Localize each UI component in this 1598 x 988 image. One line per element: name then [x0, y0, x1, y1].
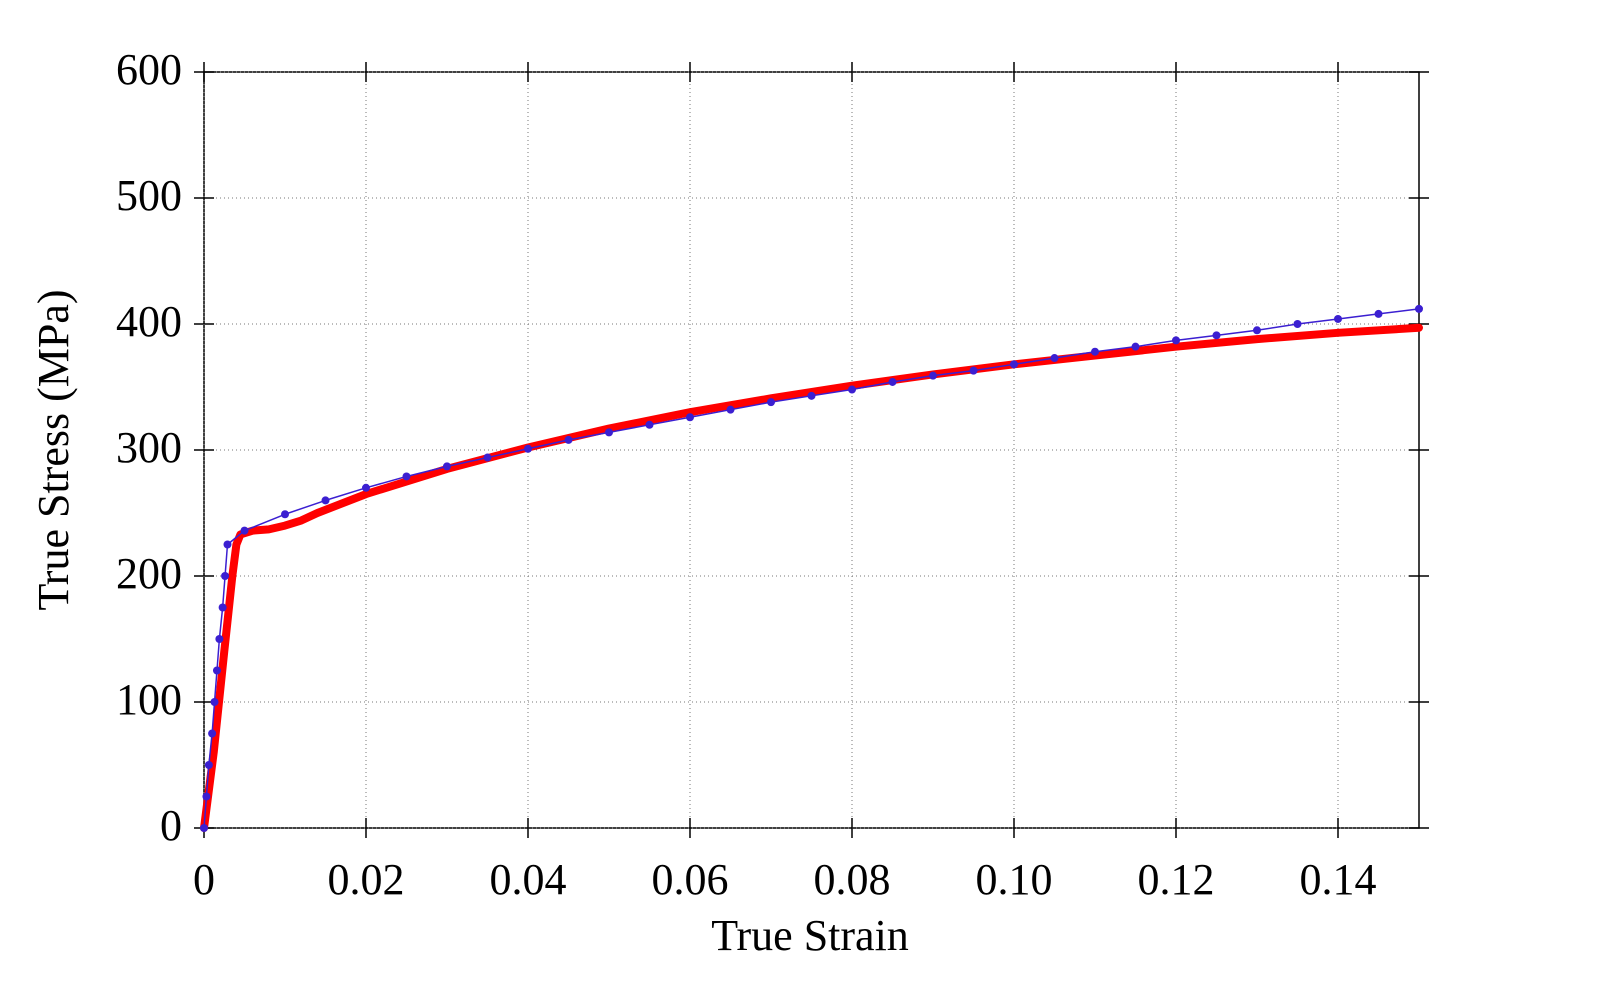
- point: [202, 792, 211, 801]
- point: [605, 428, 613, 437]
- x-tick-label: 0.04: [490, 855, 567, 904]
- series-line: [203, 308, 1420, 829]
- y-tick-label: 100: [116, 675, 182, 724]
- point: [240, 526, 249, 535]
- y-tick-label: 200: [116, 549, 182, 598]
- series-line: [200, 323, 1423, 832]
- point: [402, 472, 411, 481]
- point: [969, 366, 978, 375]
- point: [1293, 320, 1302, 328]
- x-tick-label: 0.08: [814, 855, 891, 904]
- point: [888, 377, 897, 386]
- y-tick-label: 600: [116, 45, 182, 94]
- y-tick-label: 300: [116, 423, 182, 472]
- point: [1253, 326, 1261, 335]
- point: [210, 698, 219, 706]
- y-axis-label: True Stress (MPa): [29, 289, 78, 610]
- x-tick-label: 0.02: [328, 855, 405, 904]
- point: [1415, 304, 1423, 313]
- point: [1334, 314, 1342, 323]
- point: [221, 572, 230, 580]
- point: [767, 398, 775, 407]
- point: [686, 413, 694, 422]
- point: [223, 540, 232, 549]
- point: [726, 405, 735, 414]
- x-tick-label: 0.10: [976, 855, 1053, 904]
- point: [443, 462, 451, 471]
- point: [212, 666, 221, 675]
- point: [1010, 360, 1018, 369]
- point: [208, 729, 217, 738]
- point: [848, 385, 856, 394]
- x-tick-label: 0.06: [652, 855, 729, 904]
- point: [483, 453, 492, 462]
- point: [645, 420, 654, 429]
- point: [524, 444, 532, 453]
- point: [1212, 331, 1221, 340]
- point: [218, 603, 227, 612]
- y-tick-label: 0: [160, 801, 182, 850]
- point: [1050, 354, 1059, 363]
- point: [215, 635, 224, 643]
- x-tick-label: 0.12: [1138, 855, 1215, 904]
- point: [1172, 336, 1180, 345]
- point: [564, 435, 573, 444]
- point: [281, 510, 289, 519]
- point: [1374, 309, 1383, 318]
- point: [200, 824, 208, 832]
- y-tick-label: 400: [116, 297, 182, 346]
- point: [321, 496, 330, 505]
- x-axis-label: True Strain: [711, 911, 909, 960]
- point: [1131, 342, 1140, 351]
- point: [362, 483, 370, 492]
- point: [204, 761, 213, 769]
- point: [1091, 347, 1099, 356]
- point: [807, 391, 816, 400]
- point: [929, 371, 937, 380]
- x-tick-label: 0.14: [1300, 855, 1377, 904]
- x-tick-label: 0: [193, 855, 215, 904]
- y-tick-label: 500: [116, 171, 182, 220]
